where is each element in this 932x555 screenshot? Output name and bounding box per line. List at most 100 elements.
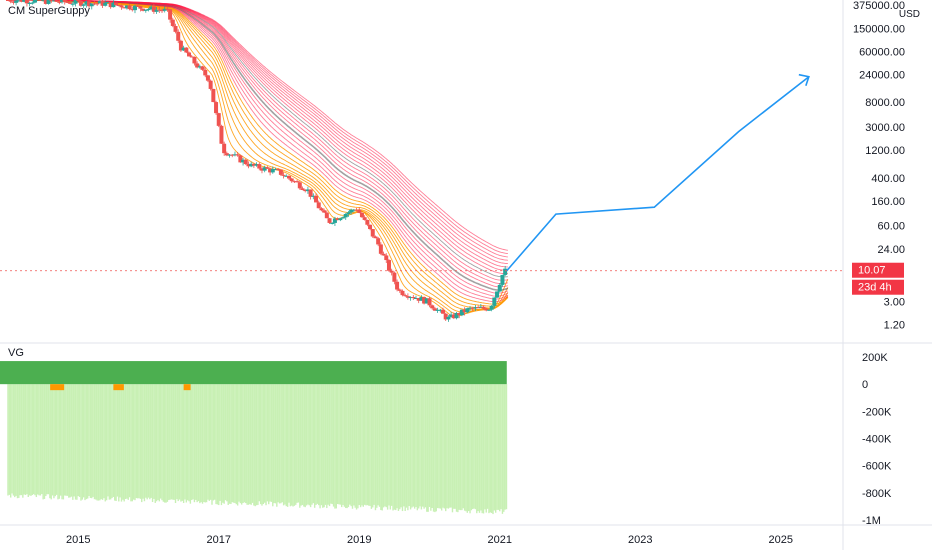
vg-negative-bar: [189, 384, 192, 504]
candle-body: [27, 2, 32, 4]
candle-body: [162, 8, 167, 11]
vg-negative-bar: [462, 384, 464, 509]
candle-body: [181, 47, 186, 51]
vg-negative-bar: [293, 384, 296, 506]
vg-negative-bar: [91, 384, 93, 499]
candle-body: [484, 308, 489, 311]
vg-negative-bar: [261, 384, 263, 506]
vg-negative-bar: [319, 384, 321, 509]
vg-negative-bar: [424, 384, 427, 508]
vg-negative-bar: [72, 384, 74, 500]
y-tick-label: 60.00: [877, 221, 905, 233]
x-tick-label: 2023: [628, 534, 652, 546]
vg-negative-bar: [180, 384, 182, 502]
vg-negative-bar: [373, 384, 375, 505]
vg-negative-bar: [390, 384, 393, 506]
vg-negative-bar: [431, 384, 433, 509]
vg-negative-bar: [74, 384, 77, 500]
candle-body: [468, 307, 473, 309]
vg-negative-bar: [58, 384, 61, 499]
vg-negative-bar: [461, 384, 463, 511]
candle-body: [235, 154, 240, 156]
vg-negative-bar: [104, 384, 106, 502]
vg-negative-bar: [149, 384, 151, 500]
candle-body: [497, 284, 502, 292]
candle-body: [222, 143, 227, 154]
vg-negative-bar: [114, 384, 116, 501]
candle-body: [219, 125, 224, 144]
vg-negative-bar: [343, 384, 346, 507]
candle-body: [257, 164, 262, 169]
candle-body: [105, 2, 110, 4]
vg-negative-bar: [428, 384, 431, 507]
guppy-line: [8, 0, 509, 305]
candle-body: [495, 291, 500, 298]
vg-negative-bar: [172, 384, 174, 500]
vg-negative-bar: [178, 384, 181, 500]
vg-histogram: [0, 361, 508, 515]
vg-negative-bar: [442, 384, 444, 508]
vg-negative-bar: [370, 384, 373, 509]
vg-negative-bar: [99, 384, 101, 501]
candle-body: [192, 56, 197, 64]
vg-negative-bar: [66, 384, 69, 496]
vg-negative-bar: [89, 384, 92, 498]
vg-orange-block: [50, 384, 65, 391]
candle-body: [443, 313, 448, 320]
vg-negative-bar: [353, 384, 355, 506]
candle-body: [232, 154, 237, 156]
candle-body: [241, 159, 246, 163]
vg-negative-bar: [109, 384, 112, 500]
vg-negative-bar: [170, 384, 173, 500]
vg-negative-bar: [447, 384, 450, 509]
y-tick-label: 24000.00: [859, 70, 905, 82]
sub-indicator-title[interactable]: VG: [8, 347, 24, 359]
candle-body: [254, 164, 259, 166]
candle-body: [146, 9, 151, 11]
vg-negative-bar: [151, 384, 154, 502]
vg-negative-bar: [351, 384, 354, 509]
vg-negative-bar: [263, 384, 266, 503]
vg-negative-bar: [415, 384, 417, 508]
vg-negative-bar: [376, 384, 378, 508]
main-indicator-title[interactable]: CM SuperGuppy: [8, 5, 90, 17]
x-tick-label: 2017: [207, 534, 231, 546]
candle-body: [354, 209, 359, 211]
candle-body: [432, 308, 437, 311]
vg-negative-bar: [139, 384, 142, 499]
vg-negative-bar: [438, 384, 440, 509]
candle-body: [284, 175, 289, 177]
vg-negative-bar: [295, 384, 297, 505]
candles[interactable]: [6, 0, 508, 322]
vg-negative-bar: [207, 384, 209, 500]
candle-body: [424, 298, 429, 304]
vg-negative-bar: [408, 384, 410, 507]
vg-negative-bar: [280, 384, 282, 504]
vg-negative-bar: [412, 384, 414, 507]
vg-negative-bar: [32, 384, 35, 495]
vg-orange-block: [183, 384, 191, 391]
vg-negative-bar: [386, 384, 389, 510]
vg-negative-bar: [224, 384, 227, 501]
guppy-line: [8, 0, 509, 294]
vg-negative-bar: [497, 384, 500, 510]
vg-y-tick-label: 200K: [862, 352, 888, 364]
candle-body: [216, 113, 221, 126]
candle-body: [481, 306, 486, 309]
vg-negative-bar: [404, 384, 406, 511]
vg-negative-bar: [93, 384, 96, 500]
candle-body: [16, 0, 21, 1]
vg-negative-bar: [270, 384, 273, 502]
projection-line[interactable]: [0, 73, 843, 272]
vg-negative-bar: [430, 384, 432, 511]
candle-body: [278, 169, 283, 175]
vg-negative-bar: [454, 384, 456, 509]
candle-body: [438, 309, 443, 311]
vg-negative-bar: [227, 384, 229, 505]
vg-negative-bar: [164, 384, 166, 503]
vg-negative-bar: [50, 384, 52, 500]
vg-negative-bar: [457, 384, 459, 513]
candle-body: [168, 9, 173, 20]
vg-negative-bar: [162, 384, 165, 502]
candle-body: [95, 3, 100, 5]
